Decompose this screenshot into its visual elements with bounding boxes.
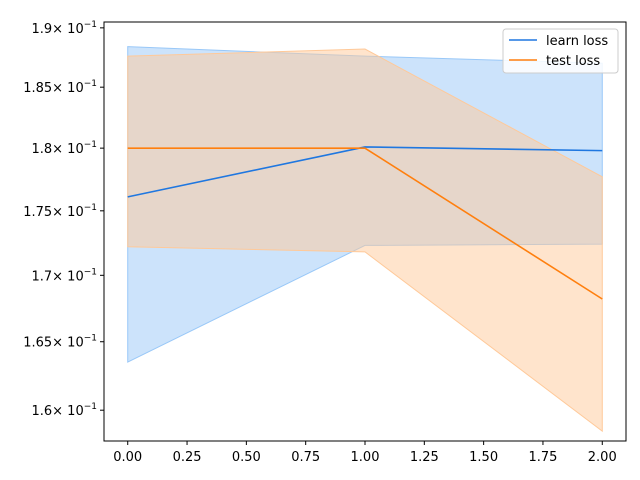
- x-tick-label: 1.50: [469, 450, 498, 465]
- x-tick-label: 0.50: [232, 450, 261, 465]
- y-tick-label: 1.8× 10−1: [31, 140, 97, 157]
- legend-label: learn loss: [546, 34, 608, 49]
- y-tick-label: 1.9× 10−1: [31, 20, 97, 37]
- y-tick-label: 1.7× 10−1: [31, 267, 97, 284]
- legend-label: test loss: [546, 54, 600, 69]
- x-tick-label: 0.25: [173, 450, 202, 465]
- x-tick-label: 1.75: [528, 450, 557, 465]
- x-tick-label: 2.00: [588, 450, 617, 465]
- x-tick-label: 0.75: [291, 450, 320, 465]
- band-series-1: [127, 48, 603, 433]
- series-lines: [127, 146, 603, 300]
- x-axis-ticks: 0.00 0.25 0.50 0.75 1.00 1.25 1.50 1.75 2.00: [113, 441, 617, 465]
- line-series-1: [127, 147, 603, 300]
- y-tick-label: 1.65× 10−1: [23, 334, 97, 351]
- x-tick-label: 1.25: [410, 450, 439, 465]
- y-tick-label: 1.6× 10−1: [31, 402, 97, 419]
- x-tick-label: 0.00: [113, 450, 142, 465]
- confidence-bands: [127, 46, 603, 433]
- line-series-0: [127, 146, 603, 198]
- y-tick-label: 1.75× 10−1: [23, 203, 97, 220]
- y-axis-ticks: 1.6× 10−1 1.65× 10−1 1.7× 10−1 1.75× 10−1 1.…: [23, 20, 104, 419]
- y-tick-label: 1.85× 10−1: [23, 79, 97, 96]
- x-tick-label: 1.00: [351, 450, 380, 465]
- legend: learn loss test loss: [502, 28, 619, 74]
